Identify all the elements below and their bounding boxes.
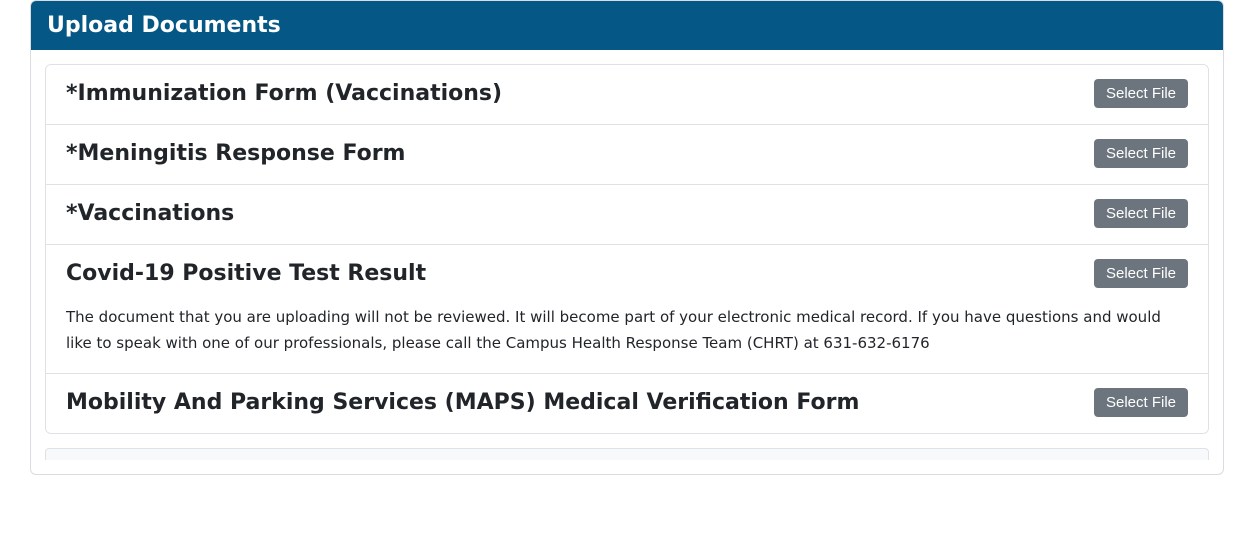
footer-section: [45, 448, 1209, 460]
document-item: Covid-19 Positive Test Result Select Fil…: [46, 245, 1208, 374]
select-file-button[interactable]: Select File: [1094, 199, 1188, 228]
select-file-button[interactable]: Select File: [1094, 259, 1188, 288]
select-file-button[interactable]: Select File: [1094, 388, 1188, 417]
document-title: *Immunization Form (Vaccinations): [66, 81, 1074, 106]
upload-documents-card: Upload Documents *Immunization Form (Vac…: [30, 0, 1224, 475]
document-item: *Vaccinations Select File: [46, 185, 1208, 245]
document-description: The document that you are uploading will…: [66, 304, 1188, 357]
document-item: *Immunization Form (Vaccinations) Select…: [46, 65, 1208, 125]
document-row: *Immunization Form (Vaccinations) Select…: [66, 79, 1188, 108]
document-row: Mobility And Parking Services (MAPS) Med…: [66, 388, 1188, 417]
document-title: Mobility And Parking Services (MAPS) Med…: [66, 390, 1074, 415]
card-body: *Immunization Form (Vaccinations) Select…: [31, 50, 1223, 474]
document-title: *Meningitis Response Form: [66, 141, 1074, 166]
document-row: *Meningitis Response Form Select File: [66, 139, 1188, 168]
card-header: Upload Documents: [31, 1, 1223, 50]
document-item: Mobility And Parking Services (MAPS) Med…: [46, 374, 1208, 433]
documents-list: *Immunization Form (Vaccinations) Select…: [45, 64, 1209, 434]
select-file-button[interactable]: Select File: [1094, 139, 1188, 168]
document-row: Covid-19 Positive Test Result Select Fil…: [66, 259, 1188, 288]
document-title: Covid-19 Positive Test Result: [66, 261, 1074, 286]
card-title: Upload Documents: [47, 13, 281, 38]
document-title: *Vaccinations: [66, 201, 1074, 226]
select-file-button[interactable]: Select File: [1094, 79, 1188, 108]
document-row: *Vaccinations Select File: [66, 199, 1188, 228]
document-item: *Meningitis Response Form Select File: [46, 125, 1208, 185]
